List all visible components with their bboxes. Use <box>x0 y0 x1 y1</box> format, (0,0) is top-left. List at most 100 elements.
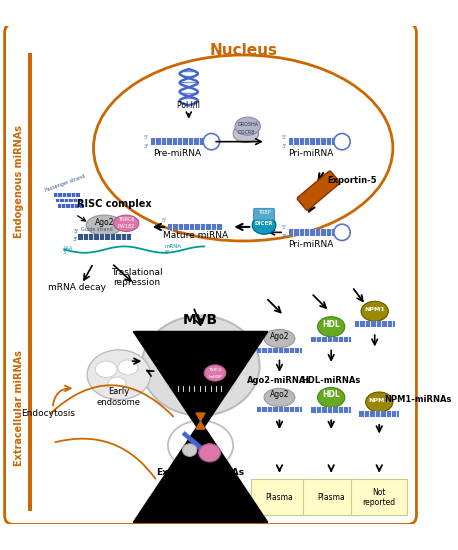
Text: Exportin-5: Exportin-5 <box>327 177 377 185</box>
Text: Mature miRNA: Mature miRNA <box>163 231 228 240</box>
Bar <box>58 204 83 208</box>
Bar <box>151 139 203 145</box>
Text: 3': 3' <box>282 234 287 239</box>
Text: HDL: HDL <box>322 390 340 399</box>
Text: Pol I/II: Pol I/II <box>177 101 200 110</box>
Ellipse shape <box>317 388 345 408</box>
Ellipse shape <box>235 117 261 135</box>
Text: 5': 5' <box>164 250 169 255</box>
Bar <box>355 321 395 327</box>
Ellipse shape <box>264 388 295 406</box>
FancyBboxPatch shape <box>351 479 407 515</box>
Text: 5': 5' <box>282 226 287 230</box>
Text: 3': 3' <box>161 228 166 233</box>
Text: Ago2: Ago2 <box>95 218 114 227</box>
Text: Pre-miRNA: Pre-miRNA <box>153 149 201 158</box>
Text: Passenger strand: Passenger strand <box>44 173 86 192</box>
Text: 3': 3' <box>63 250 67 255</box>
Bar <box>28 311 32 511</box>
Text: Endocytosis: Endocytosis <box>21 409 75 417</box>
Text: DICER: DICER <box>255 221 273 226</box>
Text: TRBP: TRBP <box>258 210 270 215</box>
Bar <box>257 348 302 353</box>
Text: Ago2: Ago2 <box>270 332 289 340</box>
Ellipse shape <box>317 317 345 337</box>
Bar <box>289 229 334 235</box>
Ellipse shape <box>361 301 388 321</box>
Text: hnRNP: hnRNP <box>208 375 222 378</box>
Text: Serum, plasma and
other body fluids: Serum, plasma and other body fluids <box>164 487 238 507</box>
Ellipse shape <box>233 124 259 142</box>
Bar <box>257 406 302 412</box>
Ellipse shape <box>164 348 237 402</box>
Text: Nucleus: Nucleus <box>209 42 277 58</box>
Text: TNRC6: TNRC6 <box>118 217 134 223</box>
FancyBboxPatch shape <box>5 24 416 525</box>
Text: Ago2-miRNAs: Ago2-miRNAs <box>247 376 311 385</box>
Bar <box>78 234 131 240</box>
Ellipse shape <box>87 350 151 400</box>
Text: Ago2: Ago2 <box>181 372 198 378</box>
Text: 5': 5' <box>144 135 149 140</box>
Text: DGCR8: DGCR8 <box>237 130 255 135</box>
Bar <box>187 436 209 456</box>
Ellipse shape <box>199 444 220 462</box>
Text: Endogenous miRNAs: Endogenous miRNAs <box>14 125 24 238</box>
Circle shape <box>203 134 219 150</box>
Text: 5': 5' <box>161 218 166 223</box>
Text: Traslational
repression: Traslational repression <box>111 268 163 287</box>
Text: mRNA: mRNA <box>164 244 181 249</box>
Circle shape <box>334 134 350 150</box>
Text: Ago2: Ago2 <box>270 390 289 399</box>
Text: NPM1: NPM1 <box>369 398 390 403</box>
Text: Plasma: Plasma <box>317 493 345 502</box>
Ellipse shape <box>168 421 233 470</box>
FancyArrowPatch shape <box>55 439 155 478</box>
Bar <box>168 224 222 230</box>
Text: DROSHA: DROSHA <box>237 122 258 127</box>
Ellipse shape <box>95 361 117 377</box>
Ellipse shape <box>365 392 393 412</box>
Ellipse shape <box>252 216 276 234</box>
Text: 3': 3' <box>282 144 287 149</box>
Text: AAA: AAA <box>63 246 73 251</box>
Text: HDL-miRNAs: HDL-miRNAs <box>301 376 361 385</box>
FancyBboxPatch shape <box>303 479 359 515</box>
FancyArrowPatch shape <box>50 385 173 416</box>
Ellipse shape <box>175 368 204 385</box>
FancyArrowPatch shape <box>53 386 71 405</box>
Text: MVB: MVB <box>183 313 218 327</box>
Ellipse shape <box>114 215 139 232</box>
Text: HDL: HDL <box>322 320 340 329</box>
Circle shape <box>334 224 350 240</box>
Ellipse shape <box>264 329 295 348</box>
Ellipse shape <box>118 360 138 375</box>
Text: Not
reported: Not reported <box>363 487 396 507</box>
Text: NPM1: NPM1 <box>364 307 385 312</box>
Text: 5': 5' <box>282 135 287 140</box>
Bar <box>56 199 82 202</box>
FancyBboxPatch shape <box>297 171 340 210</box>
Text: Extracellular miRNAs: Extracellular miRNAs <box>14 350 24 466</box>
Ellipse shape <box>204 365 226 381</box>
Bar <box>173 386 228 391</box>
Ellipse shape <box>182 444 197 456</box>
Text: Plasma: Plasma <box>266 493 293 502</box>
Text: mRNA decay: mRNA decay <box>48 283 106 293</box>
FancyBboxPatch shape <box>254 208 274 220</box>
Bar <box>289 139 334 145</box>
Text: RISC complex: RISC complex <box>77 199 152 209</box>
Text: 3': 3' <box>73 236 78 241</box>
Text: 3': 3' <box>144 144 149 149</box>
Text: 5': 5' <box>73 229 78 234</box>
Bar <box>55 194 80 197</box>
Ellipse shape <box>108 377 126 390</box>
Text: PW182: PW182 <box>118 224 135 229</box>
Text: Pri-miRNA: Pri-miRNA <box>289 240 334 249</box>
Text: Exosome-miRNAs: Exosome-miRNAs <box>157 469 245 477</box>
Bar <box>28 53 32 311</box>
Text: TNRC6: TNRC6 <box>208 368 222 372</box>
FancyBboxPatch shape <box>251 479 308 515</box>
Bar <box>193 442 214 463</box>
Ellipse shape <box>142 316 260 416</box>
